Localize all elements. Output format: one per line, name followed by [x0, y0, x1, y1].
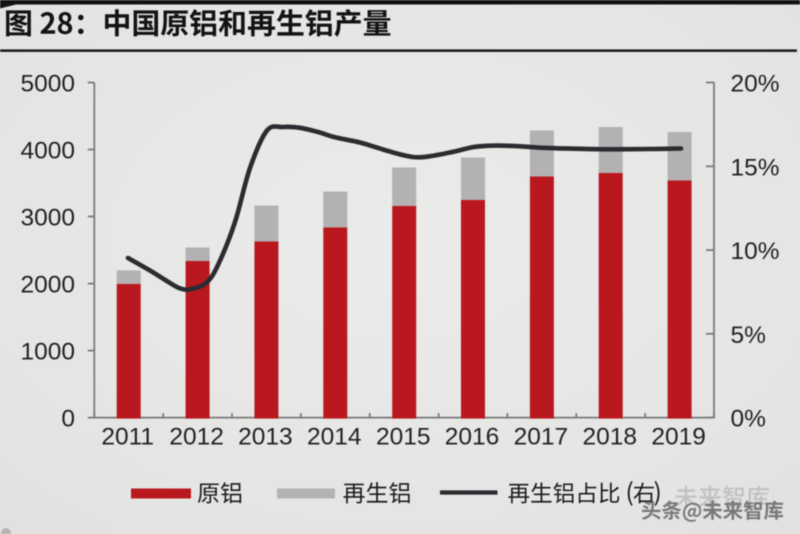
svg-text:0%: 0%: [731, 406, 766, 433]
svg-text:2019: 2019: [651, 424, 706, 451]
svg-text:2015: 2015: [376, 424, 431, 451]
svg-text:10%: 10%: [731, 238, 780, 265]
svg-text:4000: 4000: [20, 138, 75, 165]
svg-text:2012: 2012: [169, 424, 224, 451]
svg-text:15%: 15%: [731, 154, 780, 181]
svg-text:5000: 5000: [20, 71, 75, 98]
svg-text:2018: 2018: [582, 424, 637, 451]
svg-text:2017: 2017: [514, 424, 569, 451]
svg-text:2014: 2014: [307, 424, 362, 451]
svg-text:3000: 3000: [20, 205, 75, 232]
svg-text:2013: 2013: [238, 424, 293, 451]
svg-text:2000: 2000: [20, 272, 75, 299]
svg-text:2011: 2011: [101, 424, 154, 451]
svg-text:1000: 1000: [20, 339, 75, 366]
svg-text:20%: 20%: [731, 71, 780, 98]
svg-text:5%: 5%: [731, 322, 766, 349]
svg-text:0: 0: [61, 406, 75, 433]
svg-text:2016: 2016: [445, 424, 500, 451]
